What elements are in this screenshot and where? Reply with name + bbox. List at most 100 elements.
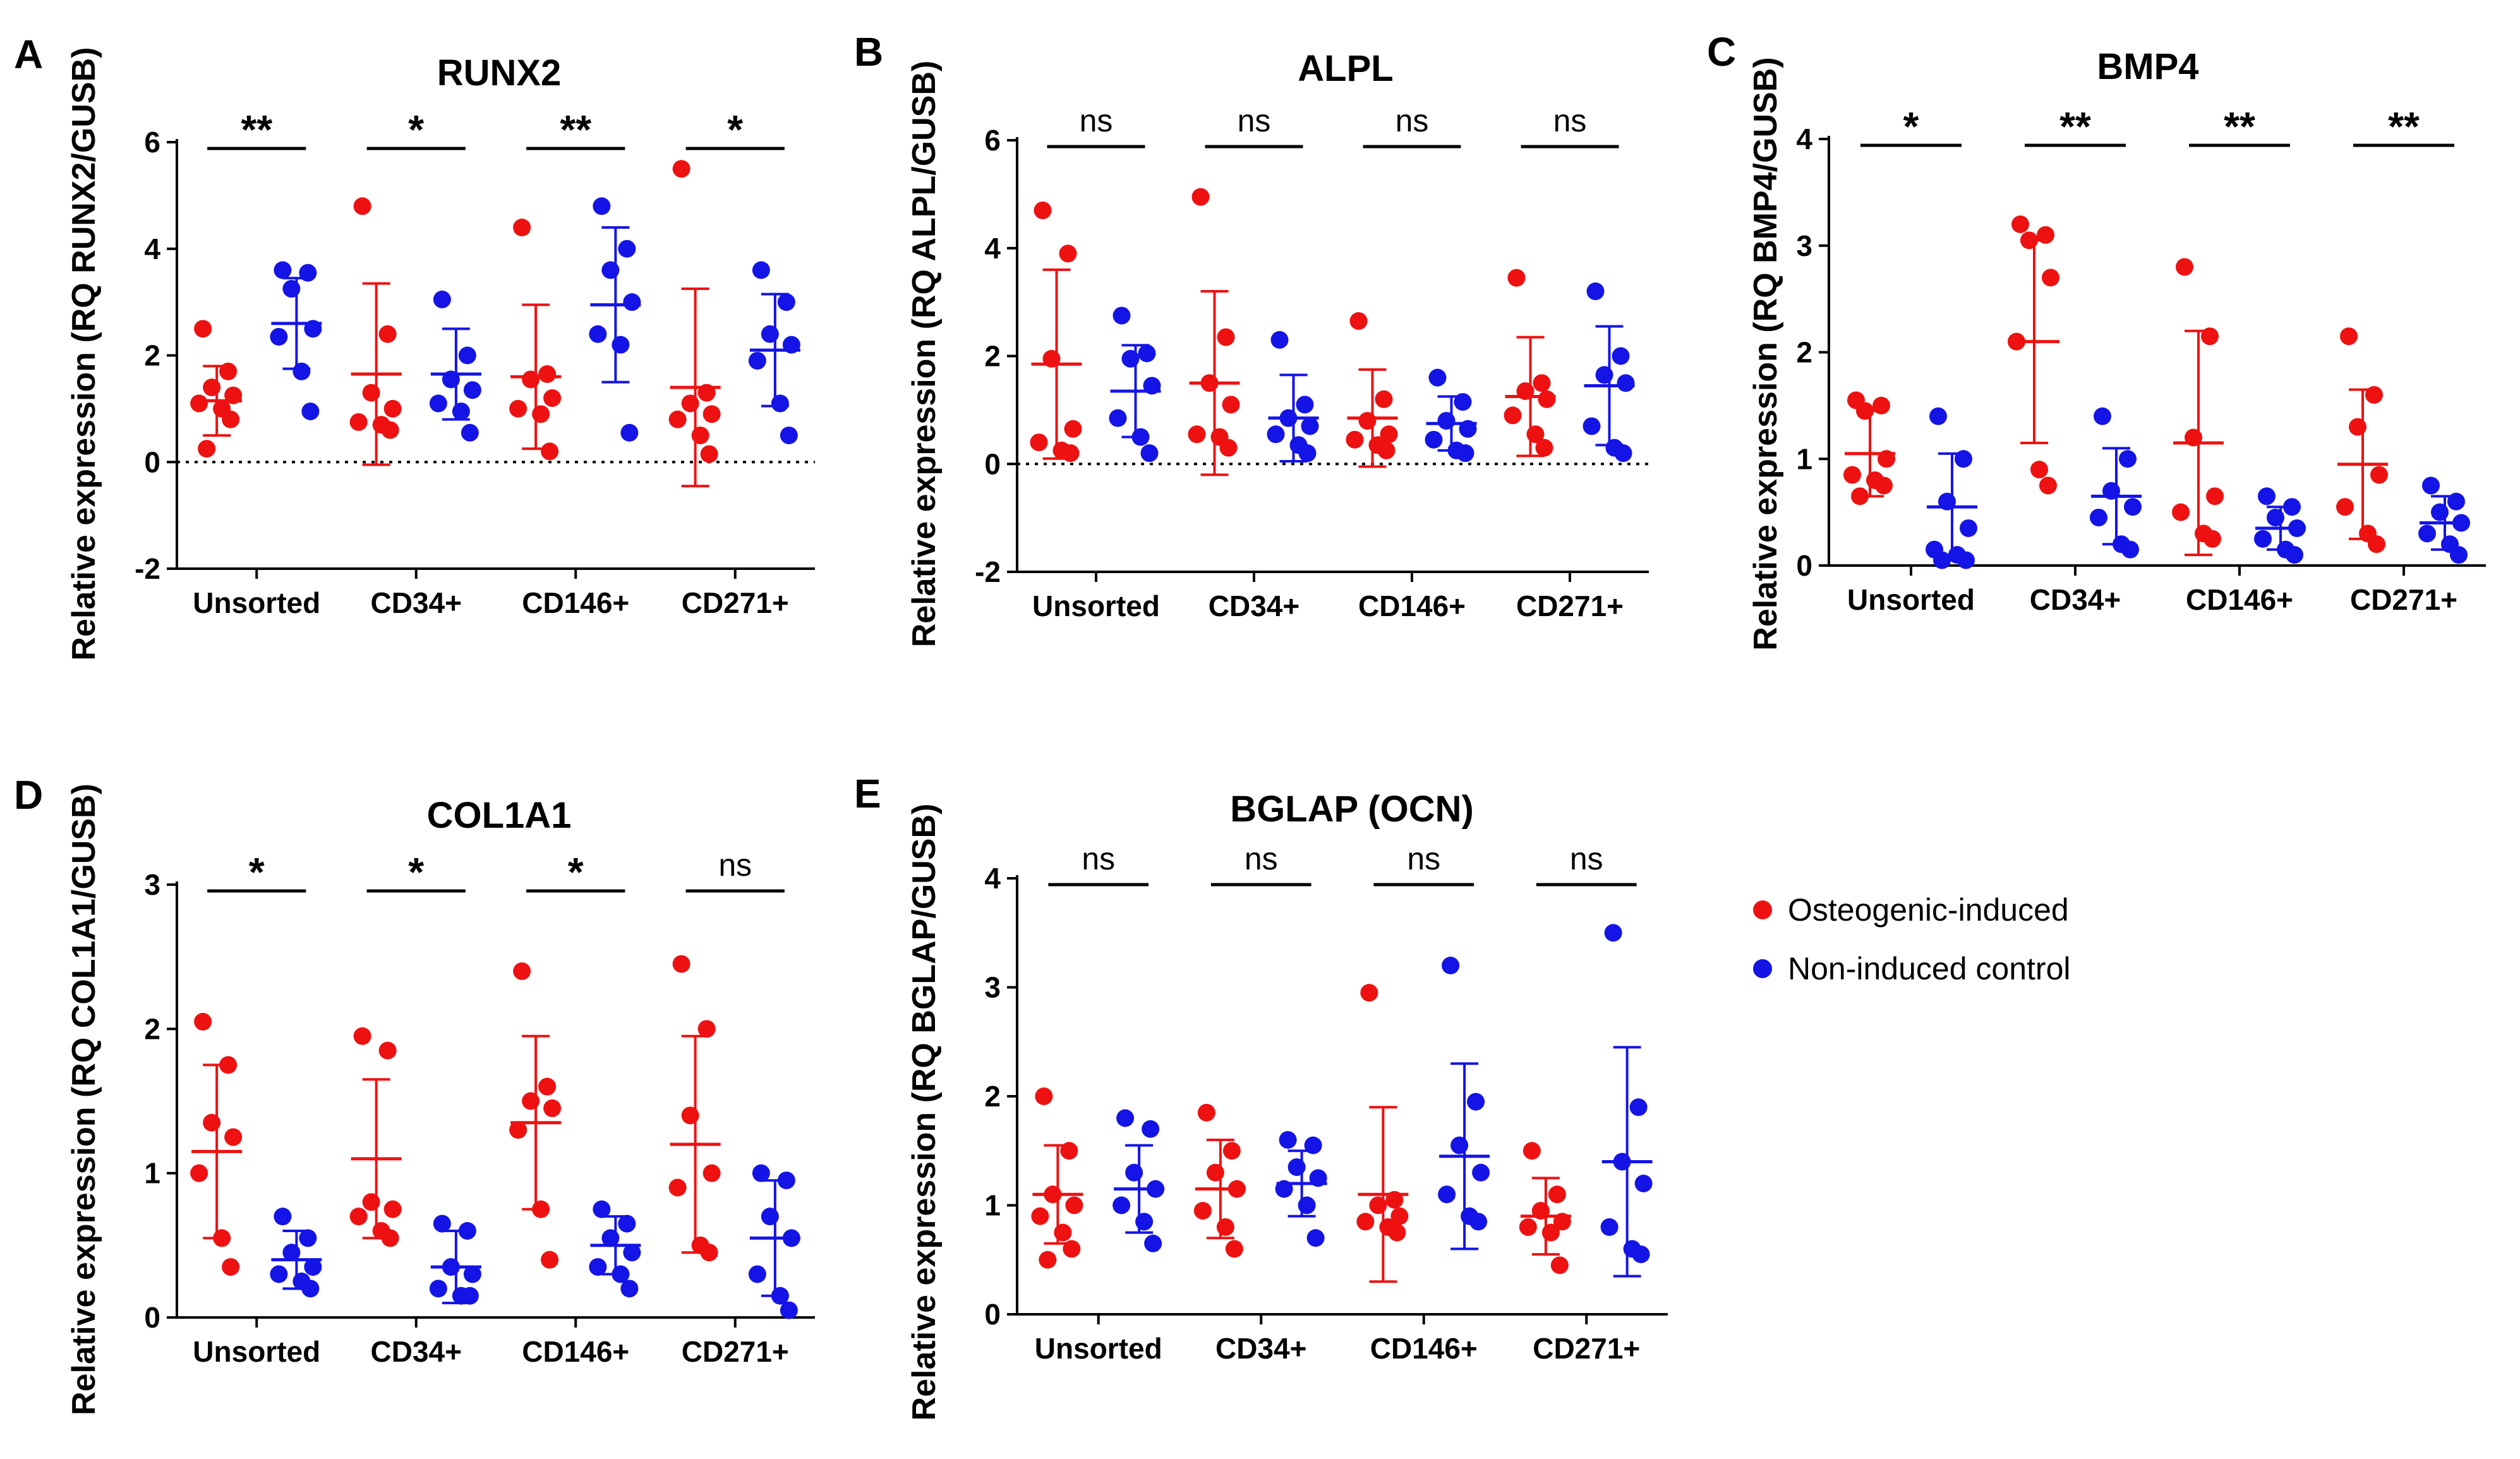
data-point <box>513 219 531 236</box>
significance-label: ns <box>1396 103 1429 138</box>
data-point <box>1388 1223 1406 1242</box>
data-point <box>2370 466 2388 484</box>
y-tick-label: 0 <box>1796 549 1812 582</box>
series-non-induced-control <box>270 197 800 445</box>
data-point <box>1929 407 1947 425</box>
significance-label: * <box>568 849 584 895</box>
data-point <box>1535 439 1553 457</box>
data-point <box>2119 450 2137 468</box>
data-point <box>1533 374 1551 392</box>
x-tick-label: CD146+ <box>1370 1332 1478 1365</box>
data-point <box>1507 269 1526 287</box>
data-point <box>222 410 240 428</box>
y-tick-label: 4 <box>984 862 1001 895</box>
data-point <box>2030 461 2048 479</box>
data-point <box>1225 1240 1243 1258</box>
series-non-induced-control <box>1109 282 1635 463</box>
data-point <box>381 421 399 439</box>
data-point <box>429 1280 447 1298</box>
data-point <box>222 1258 240 1276</box>
data-point <box>1112 1196 1131 1214</box>
y-tick-label: 3 <box>144 868 160 901</box>
y-axis-label: Relative expression (RQ ALPL/GUSB) <box>906 61 943 648</box>
y-tick-label: 0 <box>984 1298 1001 1331</box>
data-point <box>270 1265 288 1283</box>
data-point <box>697 1020 716 1038</box>
data-point <box>1222 396 1240 414</box>
series-non-induced-control <box>270 1164 800 1319</box>
y-tick-label: 2 <box>144 1012 160 1045</box>
data-point <box>541 442 559 461</box>
data-point <box>2340 327 2358 346</box>
data-point <box>1356 1213 1375 1231</box>
chart-title: BMP4 <box>2097 46 2198 87</box>
data-point <box>780 1301 798 1319</box>
data-point <box>2254 530 2272 548</box>
x-tick-label: CD34+ <box>1215 1332 1306 1365</box>
x-tick-label: CD146+ <box>2186 583 2293 616</box>
data-point <box>463 381 481 399</box>
x-tick-label: Unsorted <box>1847 583 1975 616</box>
data-point <box>2203 530 2221 548</box>
y-tick-label: 4 <box>144 233 160 265</box>
panel-letter: B <box>854 29 883 75</box>
data-point <box>1360 984 1378 1002</box>
data-point <box>2422 476 2440 495</box>
data-point <box>1301 417 1319 435</box>
data-point <box>780 427 798 445</box>
data-point <box>2039 476 2057 495</box>
data-point <box>513 962 531 980</box>
y-tick-label: 1 <box>984 1189 1001 1222</box>
data-point <box>2090 509 2107 527</box>
significance-label: ns <box>1238 103 1271 138</box>
data-point <box>1065 1196 1083 1214</box>
y-tick-label: 6 <box>984 124 1001 157</box>
data-point <box>1112 306 1131 325</box>
data-point <box>1472 1163 1490 1182</box>
x-tick-label: Unsorted <box>193 586 320 619</box>
data-point <box>2011 215 2029 233</box>
data-point <box>1217 328 1235 346</box>
data-point <box>1349 312 1368 330</box>
y-tick-label: 0 <box>144 1301 160 1334</box>
panel-letter: E <box>854 771 881 816</box>
data-point <box>620 423 639 442</box>
y-tick-label: 0 <box>984 447 1001 480</box>
x-tick-label: Unsorted <box>1032 590 1160 622</box>
data-point <box>1059 245 1077 263</box>
panel-a: A RUNX2 Relative expression (RQ RUNX2/GUSB… <box>14 32 815 660</box>
data-point <box>1583 417 1601 435</box>
y-axis-label: Relative expression (RQ BMP4/GUSB) <box>1747 57 1784 650</box>
legend-marker-osteogenic <box>1753 900 1772 919</box>
significance-label: ns <box>1245 841 1278 876</box>
panel-letter: A <box>14 32 43 77</box>
data-point <box>1550 1256 1569 1274</box>
data-point <box>1138 344 1156 363</box>
data-point <box>1031 1207 1049 1225</box>
data-point <box>623 293 641 312</box>
panel-letter: C <box>1707 29 1736 75</box>
panel-letter: D <box>14 772 43 818</box>
data-point <box>672 955 690 973</box>
data-point <box>274 261 292 279</box>
x-tick-label: CD146+ <box>522 1335 629 1368</box>
data-point <box>190 1164 208 1182</box>
data-point <box>1425 430 1443 449</box>
data-point <box>1267 425 1285 444</box>
data-point <box>1193 1202 1212 1220</box>
data-point <box>1438 1185 1456 1204</box>
data-point <box>748 1265 766 1283</box>
data-point <box>1456 444 1474 463</box>
data-point <box>593 1200 611 1218</box>
significance-label: ns <box>1407 841 1440 876</box>
significance-label: ** <box>560 107 591 152</box>
data-point <box>538 365 557 384</box>
series-osteogenic-induced <box>1843 215 2388 557</box>
data-point <box>1522 1142 1541 1160</box>
series-osteogenic-induced <box>1030 188 1556 476</box>
y-tick-label: 3 <box>1796 229 1812 262</box>
data-point <box>1629 1098 1648 1117</box>
data-point <box>1296 396 1314 414</box>
data-point <box>700 445 718 463</box>
data-point <box>1222 1142 1241 1160</box>
